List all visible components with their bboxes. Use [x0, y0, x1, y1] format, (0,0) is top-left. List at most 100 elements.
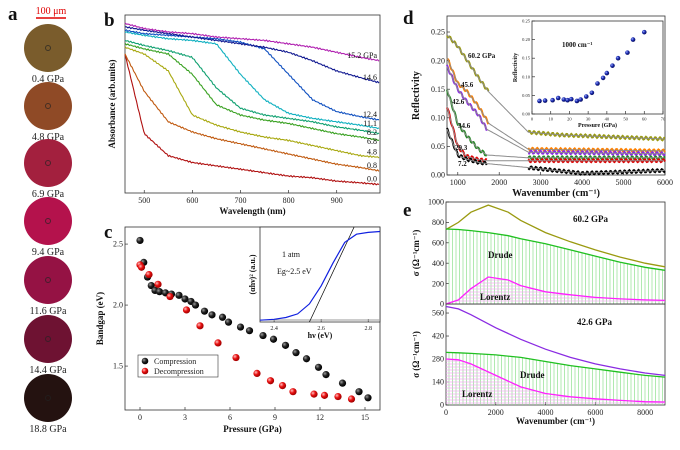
legend-box	[137, 354, 219, 378]
pressure-label: 18.8 GPa	[29, 424, 67, 435]
compression-point	[259, 331, 267, 340]
x-tick-label: 15	[361, 413, 369, 422]
drude-lorentz-fit	[446, 57, 665, 152]
plot-frame	[259, 226, 381, 323]
reflectivity-point	[574, 98, 580, 104]
decompression-point	[266, 377, 275, 385]
y-tick-label: 1000	[428, 198, 444, 207]
compression-point	[281, 341, 290, 349]
compression-point	[364, 394, 372, 402]
reflectivity-point	[561, 97, 567, 102]
y-tick-label: 0.25	[431, 28, 445, 37]
legend-label: Compression	[154, 357, 196, 366]
decompression-point	[253, 369, 261, 377]
decompression-point	[137, 263, 146, 271]
compression-point	[224, 318, 233, 326]
reflectivity-point	[550, 97, 555, 103]
y-axis-label: Absorbance (arb.units)	[107, 59, 117, 148]
tangent-line	[309, 226, 355, 323]
compression-point	[147, 281, 155, 290]
compression-point	[208, 311, 216, 319]
compression-point	[314, 363, 323, 371]
pressure-label: 34.6	[458, 122, 471, 130]
reflectivity-data	[446, 57, 490, 125]
lorentz-annotation: Lorentz	[480, 292, 510, 302]
ruby-marker	[45, 218, 51, 224]
y-tick-label: 0.15	[522, 56, 531, 61]
decompression-point	[196, 322, 204, 330]
y-tick-label: 0.25	[522, 19, 531, 24]
reflectivity-point	[589, 90, 595, 96]
panel-letter-d: d	[403, 8, 414, 29]
absorbance-curve	[124, 22, 380, 62]
panel-letter-c: c	[104, 222, 112, 243]
reflectivity-point	[625, 50, 630, 55]
pressure-label: 29.3	[455, 144, 468, 152]
x-tick-label: 4000	[538, 408, 554, 417]
x-tick-label: 30	[586, 117, 591, 122]
y-tick-label: 600	[432, 238, 444, 247]
pressure-label: 7.2	[458, 160, 467, 168]
pressure-label: 9.4 GPa	[32, 247, 65, 258]
y-tick-label: 280	[432, 355, 444, 364]
x-tick-label: 2.8	[364, 326, 372, 332]
x-tick-label: 12	[316, 413, 324, 422]
lorentz-area	[446, 359, 665, 405]
x-tick-label: 20	[567, 117, 572, 122]
y-tick-label: 0.10	[431, 113, 445, 122]
scale-bar-label: 100 μm	[36, 6, 67, 17]
x-tick-label: 800	[283, 196, 295, 205]
compression-point	[302, 355, 311, 363]
absorbance-curve	[124, 31, 380, 130]
decompression-point	[320, 391, 329, 399]
compression-point	[191, 301, 200, 309]
panel-e-top-conductivity-chart: 0 200 400 600 800 1000 σ (Ω⁻¹cm⁻¹) 60.2 GPa Drud…	[411, 198, 666, 309]
compression-point	[218, 313, 227, 321]
compression-point	[200, 307, 209, 315]
reflectivity-data	[527, 129, 666, 142]
decompression-point	[278, 382, 287, 390]
x-tick-label: 3	[183, 413, 187, 422]
x-axis-label: Pressure (GPa)	[578, 122, 617, 129]
y-tick-label: 0	[440, 401, 444, 410]
ruby-marker	[45, 160, 51, 166]
x-tick-label: 10	[548, 117, 553, 122]
pressure-label: 0.8	[367, 161, 377, 170]
decompression-point	[334, 392, 342, 401]
absorbance-curve	[124, 53, 380, 172]
ruby-marker	[45, 103, 51, 109]
compression-point	[175, 291, 183, 299]
panel-c-inset-tauc-plot: 2.4 2.6 2.8 hν (eV) (αhν)² (a.u.) 1 atm Eg~2.5…	[248, 226, 381, 340]
pressure-label: 60.2 GPa	[468, 52, 496, 60]
x-tick-label: 4000	[574, 178, 590, 187]
reflectivity-point	[569, 96, 574, 102]
x-tick-label: 0	[531, 117, 534, 122]
decompression-point	[182, 306, 191, 314]
sample-image	[24, 256, 72, 304]
reflectivity-point	[630, 37, 636, 42]
wavenumber-annotation: 1000 cm⁻¹	[562, 41, 592, 49]
x-tick-label: 2000	[488, 408, 504, 417]
y-axis-label: Reflectivity	[411, 71, 422, 120]
panel-letter-a: a	[8, 4, 18, 25]
x-tick-label: 5000	[616, 178, 632, 187]
ruby-marker	[45, 336, 51, 342]
x-tick-label: 60	[642, 117, 647, 122]
compression-point	[292, 349, 300, 357]
annotation-bandgap: Eg~2.5 eV	[277, 267, 312, 276]
pressure-label: 45.6	[461, 81, 474, 89]
lorentz-annotation: Lorentz	[462, 389, 492, 399]
sample-image	[24, 315, 72, 363]
y-tick-label: 0.20	[431, 56, 445, 65]
x-tick-label: 1000	[450, 178, 466, 187]
decompression-point	[214, 339, 222, 347]
decompression-point	[232, 353, 240, 362]
y-tick-label: 0.00	[431, 171, 445, 180]
compression-point	[269, 335, 278, 343]
pressure-label: 12.4	[363, 110, 377, 119]
y-tick-label: 420	[432, 332, 444, 341]
pressure-label: 14.4 GPa	[29, 365, 67, 376]
reflectivity-point	[583, 94, 589, 99]
absorbance-curve	[125, 26, 380, 84]
compression-point	[245, 327, 254, 335]
